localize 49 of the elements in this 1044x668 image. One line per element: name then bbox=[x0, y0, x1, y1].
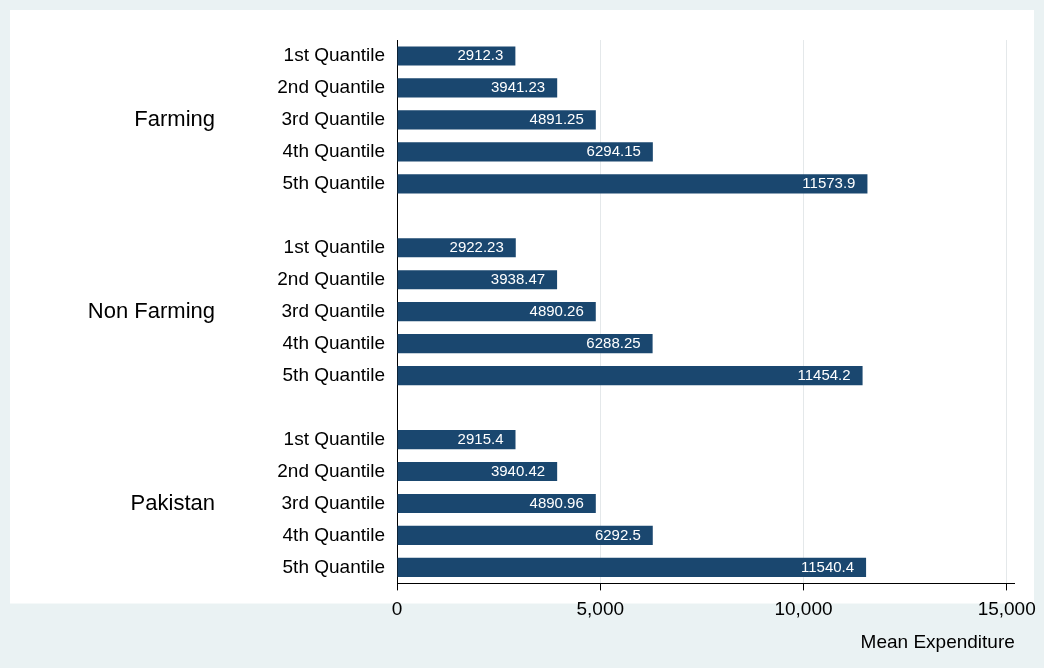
y-tick-label: 2nd Quantile bbox=[277, 267, 385, 289]
bar bbox=[397, 525, 653, 546]
x-axis-title: Mean Expenditure bbox=[860, 630, 1015, 652]
text: Farming bbox=[134, 105, 215, 131]
y-tick-label: 3rd Quantile bbox=[281, 299, 385, 321]
bar bbox=[397, 174, 868, 194]
y-tick-label: 1st Quantile bbox=[283, 44, 385, 66]
bar bbox=[397, 78, 558, 98]
x-tick-label: 5,000 bbox=[576, 598, 625, 620]
x-tick-label: 10,000 bbox=[774, 598, 833, 620]
bar bbox=[397, 142, 653, 162]
data-label: 11540.4 bbox=[800, 557, 855, 575]
bar bbox=[397, 110, 596, 130]
data-label: 11454.2 bbox=[797, 365, 851, 383]
y-tick-label: 3rd Quantile bbox=[281, 491, 385, 513]
bar bbox=[397, 334, 653, 354]
data-label: 6294.15 bbox=[586, 142, 641, 160]
data-label: 4891.25 bbox=[529, 110, 584, 128]
y-tick-label: 4th Quantile bbox=[282, 523, 385, 545]
y-tick-label: 4th Quantile bbox=[282, 140, 385, 162]
data-label: 3940.42 bbox=[490, 461, 546, 479]
data-label: 2912.3 bbox=[457, 46, 504, 64]
data-label: 6288.25 bbox=[586, 333, 641, 351]
data-label: 4890.26 bbox=[529, 301, 584, 319]
y-tick-label: 1st Quantile bbox=[283, 427, 385, 449]
y-tick-label: 4th Quantile bbox=[282, 331, 385, 353]
text: Pakistan bbox=[130, 489, 215, 515]
data-label: 4890.96 bbox=[529, 493, 584, 511]
data-label: 3941.23 bbox=[490, 78, 546, 96]
bar bbox=[397, 366, 863, 386]
y-tick-label: 1st Quantile bbox=[283, 236, 385, 257]
y-tick-label: 2nd Quantile bbox=[277, 459, 385, 481]
y-tick-label: 3rd Quantile bbox=[281, 108, 385, 130]
y-tick-label: 5th Quantile bbox=[282, 555, 385, 577]
y-tick-label: 2nd Quantile bbox=[277, 76, 385, 98]
data-label: 2915.4 bbox=[457, 429, 504, 447]
x-tick-label: 0 bbox=[391, 598, 403, 620]
data-label: 6292.5 bbox=[594, 525, 641, 543]
data-label: 3938.47 bbox=[490, 269, 546, 287]
bar bbox=[397, 302, 596, 322]
y-tick-label: 5th Quantile bbox=[282, 172, 385, 194]
bar bbox=[397, 557, 867, 578]
text: Non Farming bbox=[87, 297, 215, 323]
data-label: 2922.23 bbox=[449, 237, 504, 255]
y-tick-label: 5th Quantile bbox=[282, 363, 385, 385]
bar bbox=[397, 46, 516, 66]
data-label: 11573.9 bbox=[802, 173, 856, 191]
bar bbox=[397, 493, 596, 514]
x-tick-label: 15,000 bbox=[977, 598, 1036, 620]
